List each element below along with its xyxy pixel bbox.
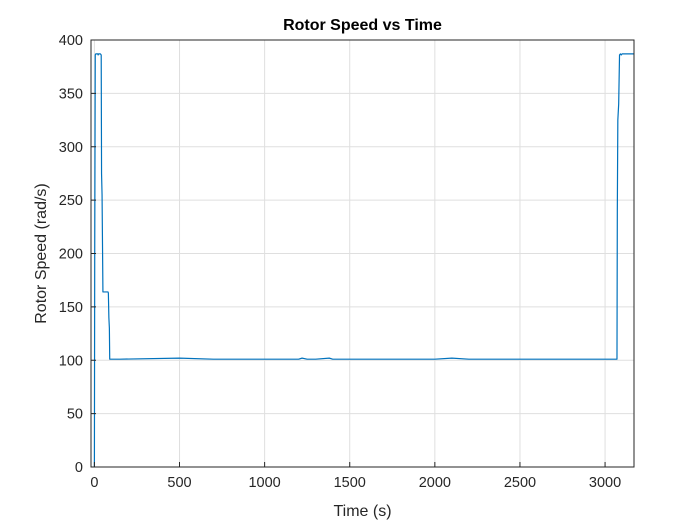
plot-area <box>93 53 634 468</box>
y-tick-label: 150 <box>59 300 83 316</box>
chart-title: Rotor Speed vs Time <box>283 17 442 34</box>
y-tick-label: 0 <box>75 460 83 476</box>
y-tick-label: 100 <box>59 353 83 369</box>
y-tick-label: 300 <box>59 140 83 156</box>
y-axis-label: Rotor Speed (rad/s) <box>33 183 50 324</box>
x-tick-label: 2000 <box>419 475 451 491</box>
y-tick-label: 200 <box>59 247 83 263</box>
y-tick-label: 50 <box>67 407 83 423</box>
series-line <box>93 53 634 468</box>
y-tick-label: 250 <box>59 193 83 209</box>
x-tick-label: 1000 <box>248 475 280 491</box>
y-tick-label: 400 <box>59 33 83 49</box>
x-tick-label: 1500 <box>334 475 366 491</box>
x-tick-label: 2500 <box>504 475 536 491</box>
x-axis-label: Time (s) <box>333 503 391 520</box>
x-tick-label: 0 <box>90 475 98 491</box>
x-tick-label: 500 <box>167 475 191 491</box>
x-tick-label: 3000 <box>589 475 621 491</box>
y-tick-label: 350 <box>59 86 83 102</box>
axis-ticks: 0 500 1000 1500 2000 2500 3000 0 50 100 150 200 250 3… <box>59 33 621 491</box>
